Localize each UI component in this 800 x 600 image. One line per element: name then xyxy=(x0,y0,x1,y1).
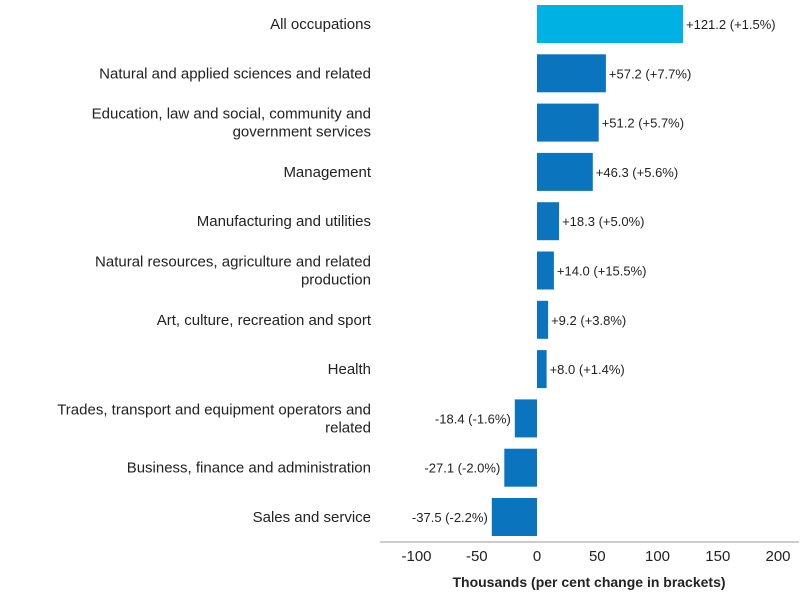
data-label: -18.4 (-1.6%) xyxy=(435,411,511,426)
data-label: +51.2 (+5.7%) xyxy=(602,116,684,131)
data-label: +18.3 (+5.0%) xyxy=(562,214,644,229)
bar-7 xyxy=(537,350,547,389)
bar-3 xyxy=(537,152,593,191)
x-axis-title: Thousands (per cent change in brackets) xyxy=(452,574,725,590)
data-label: +46.3 (+5.6%) xyxy=(596,165,678,180)
category-label: Manufacturing and utilities xyxy=(197,213,371,230)
category-label: Management xyxy=(283,164,371,181)
x-tick-label: 50 xyxy=(589,548,606,565)
category-label: All occupations xyxy=(270,16,371,33)
x-tick-label: -50 xyxy=(466,548,488,565)
category-label: Sales and service xyxy=(253,509,371,526)
bar-9 xyxy=(504,448,537,487)
category-label: Business, finance and administration xyxy=(127,460,371,477)
category-label: Education, law and social, community and… xyxy=(92,106,371,141)
bar-4 xyxy=(537,202,560,241)
bar-6 xyxy=(537,300,549,339)
bar-5 xyxy=(537,251,554,290)
category-label: Art, culture, recreation and sport xyxy=(157,312,372,329)
category-label: Health xyxy=(328,361,371,378)
data-label: +121.2 (+1.5%) xyxy=(686,17,776,32)
data-label: +9.2 (+3.8%) xyxy=(551,313,626,328)
data-label: +57.2 (+7.7%) xyxy=(609,66,691,81)
category-label: Trades, transport and equipment operator… xyxy=(57,401,371,436)
x-tick-label: 150 xyxy=(705,548,730,565)
bar-1 xyxy=(537,54,606,93)
data-label: +8.0 (+1.4%) xyxy=(550,362,625,377)
x-tick-label: 200 xyxy=(765,548,790,565)
category-label: Natural resources, agriculture and relat… xyxy=(95,254,371,289)
bar-2 xyxy=(537,103,599,142)
category-label: Natural and applied sciences and related xyxy=(99,65,371,82)
x-tick-label: 0 xyxy=(533,548,541,565)
data-label: +14.0 (+15.5%) xyxy=(557,264,647,279)
bar-10 xyxy=(491,498,537,536)
bar-8 xyxy=(514,399,537,438)
data-label: -27.1 (-2.0%) xyxy=(424,461,500,476)
data-label: -37.5 (-2.2%) xyxy=(412,510,488,525)
x-tick-label: -100 xyxy=(401,548,431,565)
bar-0 xyxy=(537,5,683,43)
x-tick-label: 100 xyxy=(645,548,670,565)
